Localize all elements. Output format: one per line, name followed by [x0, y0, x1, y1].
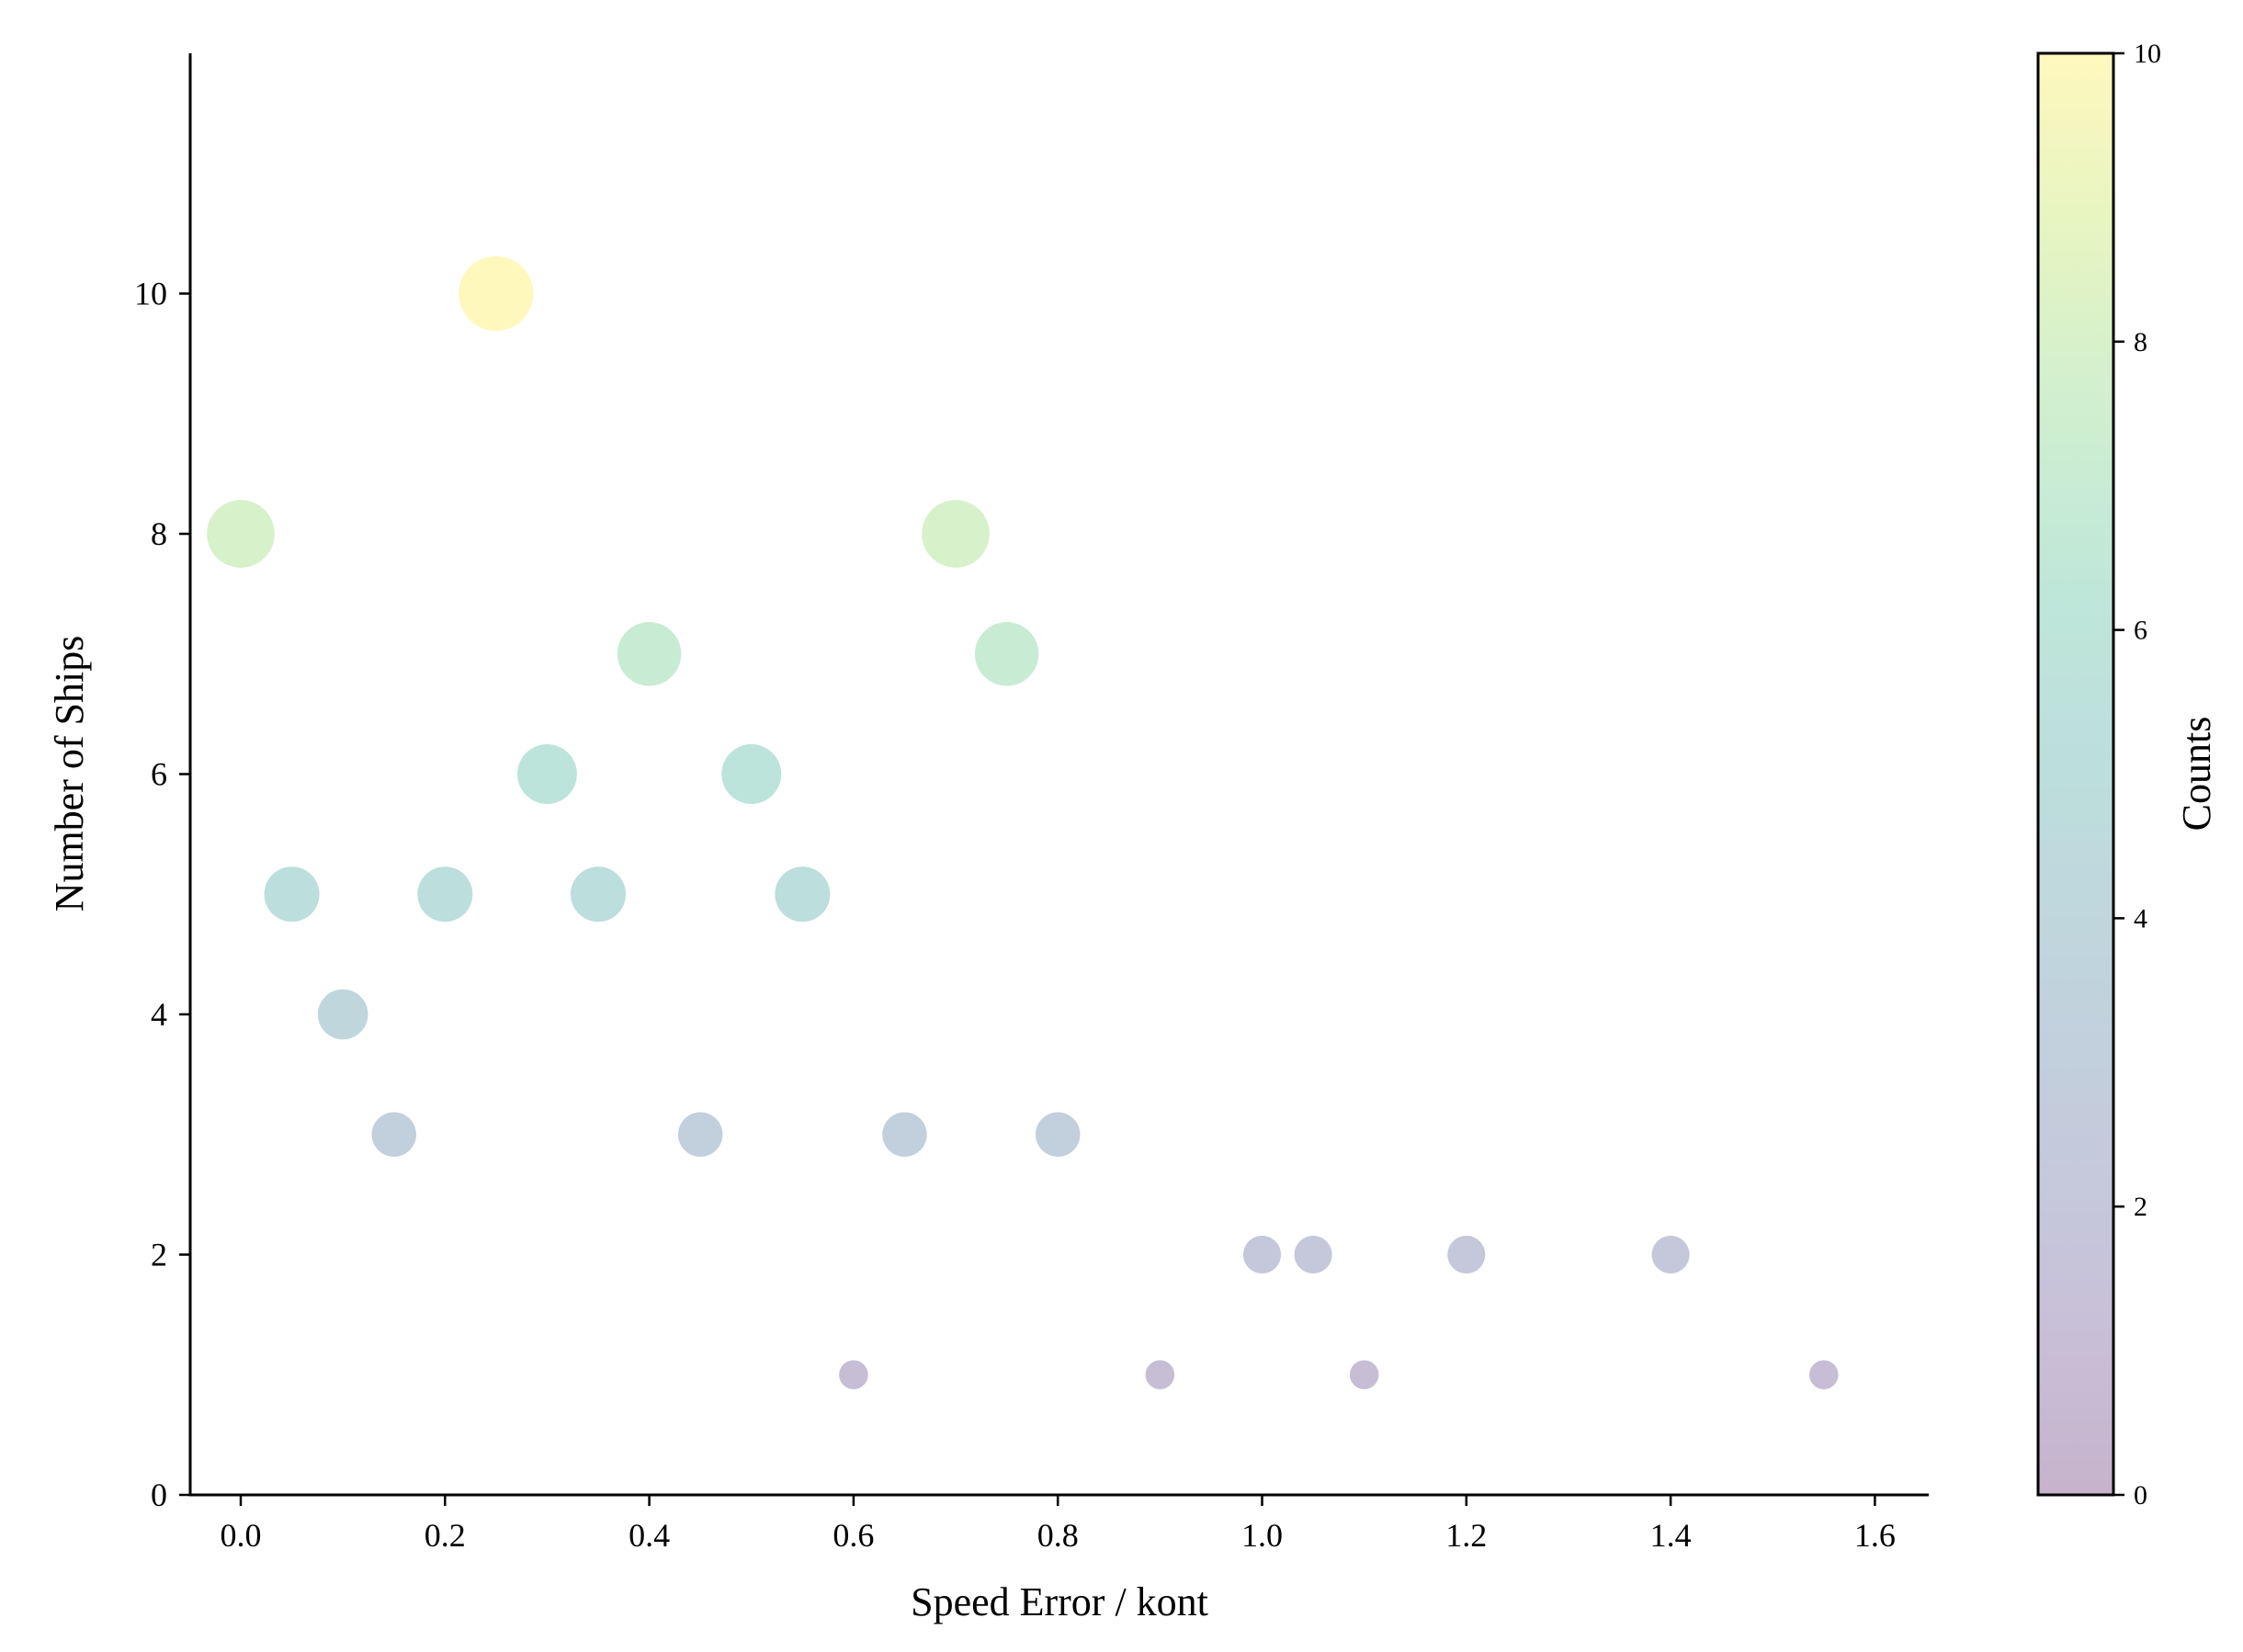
colorbar-ticks: 0 2 4 6 8 10: [2113, 39, 2161, 1511]
scatter-point-8: [571, 866, 627, 922]
scatter-point-24: [1809, 1360, 1839, 1390]
y-tick-label: 4: [151, 996, 167, 1033]
colorbar-tick-label: 4: [2134, 903, 2147, 933]
scatter-points: [207, 255, 1839, 1390]
y-tick-label: 6: [151, 756, 167, 793]
y-axis-title: Number of Ships: [47, 636, 92, 912]
x-tick-label: 0.6: [833, 1517, 874, 1554]
x-tick-label: 1.2: [1445, 1517, 1487, 1554]
scatter-point-10: [677, 1112, 723, 1157]
x-tick-label: 0.0: [221, 1517, 262, 1554]
scatter-point-5: [417, 866, 473, 922]
x-tick-label: 0.4: [629, 1517, 670, 1554]
scatter-point-6: [459, 255, 534, 332]
scatter-point-21: [1349, 1360, 1379, 1390]
scatter-point-13: [839, 1360, 868, 1390]
colorbar-tick-label: 0: [2134, 1480, 2147, 1511]
scatter-point-1: [207, 500, 275, 568]
x-axis-title: Speed Error / kont: [911, 1579, 1208, 1624]
x-axis-ticks: 0.0 0.2 0.4 0.6 0.8 1.0 1.2 1.4 1.6: [221, 1495, 1896, 1554]
scatter-point-2: [264, 866, 320, 922]
scatter-point-9: [617, 622, 682, 686]
scatter-point-3: [317, 989, 368, 1040]
y-tick-label: 8: [151, 515, 167, 552]
colorbar-tick-label: 6: [2134, 616, 2147, 646]
scatter-point-11: [721, 744, 782, 804]
y-tick-label: 0: [151, 1477, 167, 1513]
y-axis-ticks: 0 2 4 6 8 10: [134, 276, 190, 1513]
scatter-point-12: [775, 866, 831, 922]
scatter-point-15: [922, 500, 990, 568]
colorbar: [2036, 51, 2115, 1497]
colorbar-tick-label: 2: [2134, 1192, 2147, 1222]
scatter-point-16: [974, 622, 1039, 686]
colorbar-title: Counts: [2174, 717, 2219, 832]
scatter-point-4: [371, 1112, 416, 1157]
scatter-point-20: [1294, 1235, 1332, 1274]
scatter-point-18: [1145, 1360, 1175, 1390]
y-tick-label: 10: [134, 276, 167, 312]
scatter-point-17: [1035, 1112, 1081, 1157]
scatter-point-23: [1651, 1235, 1690, 1274]
scatter-point-14: [882, 1112, 927, 1157]
colorbar-tick-label: 10: [2134, 39, 2161, 69]
scatter-point-7: [516, 744, 577, 804]
scatter-point-19: [1242, 1235, 1282, 1274]
scatter-point-22: [1447, 1235, 1486, 1274]
x-tick-label: 0.8: [1037, 1517, 1079, 1554]
x-tick-label: 0.2: [425, 1517, 466, 1554]
x-tick-label: 1.0: [1241, 1517, 1283, 1554]
colorbar-tick-label: 8: [2134, 327, 2147, 357]
y-tick-label: 2: [151, 1237, 167, 1273]
x-tick-label: 1.6: [1854, 1517, 1896, 1554]
x-tick-label: 1.4: [1650, 1517, 1692, 1554]
